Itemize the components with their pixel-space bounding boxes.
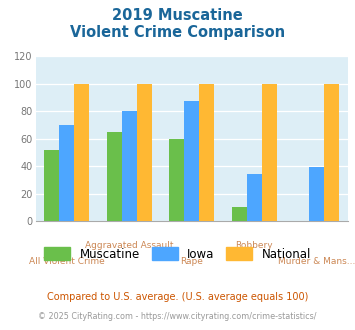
Legend: Muscatine, Iowa, National: Muscatine, Iowa, National — [44, 248, 311, 261]
Bar — [309, 168, 324, 221]
Text: Rape: Rape — [180, 257, 203, 266]
Bar — [184, 101, 199, 221]
Bar — [262, 83, 277, 221]
Bar — [107, 132, 122, 221]
Bar — [122, 111, 137, 221]
Bar — [324, 83, 339, 221]
Bar — [137, 83, 152, 221]
Bar — [44, 149, 59, 221]
Text: All Violent Crime: All Violent Crime — [29, 257, 105, 266]
Bar — [169, 139, 184, 221]
Text: Murder & Mans...: Murder & Mans... — [278, 257, 355, 266]
Bar — [59, 125, 74, 221]
Bar — [199, 83, 214, 221]
Text: Violent Crime Comparison: Violent Crime Comparison — [70, 25, 285, 40]
Text: Aggravated Assault: Aggravated Assault — [85, 241, 174, 249]
Bar — [74, 83, 89, 221]
Bar — [232, 207, 247, 221]
Text: 2019 Muscatine: 2019 Muscatine — [112, 8, 243, 23]
Text: © 2025 CityRating.com - https://www.cityrating.com/crime-statistics/: © 2025 CityRating.com - https://www.city… — [38, 312, 317, 321]
Text: Robbery: Robbery — [235, 241, 273, 249]
Bar — [247, 174, 262, 221]
Text: Compared to U.S. average. (U.S. average equals 100): Compared to U.S. average. (U.S. average … — [47, 292, 308, 302]
